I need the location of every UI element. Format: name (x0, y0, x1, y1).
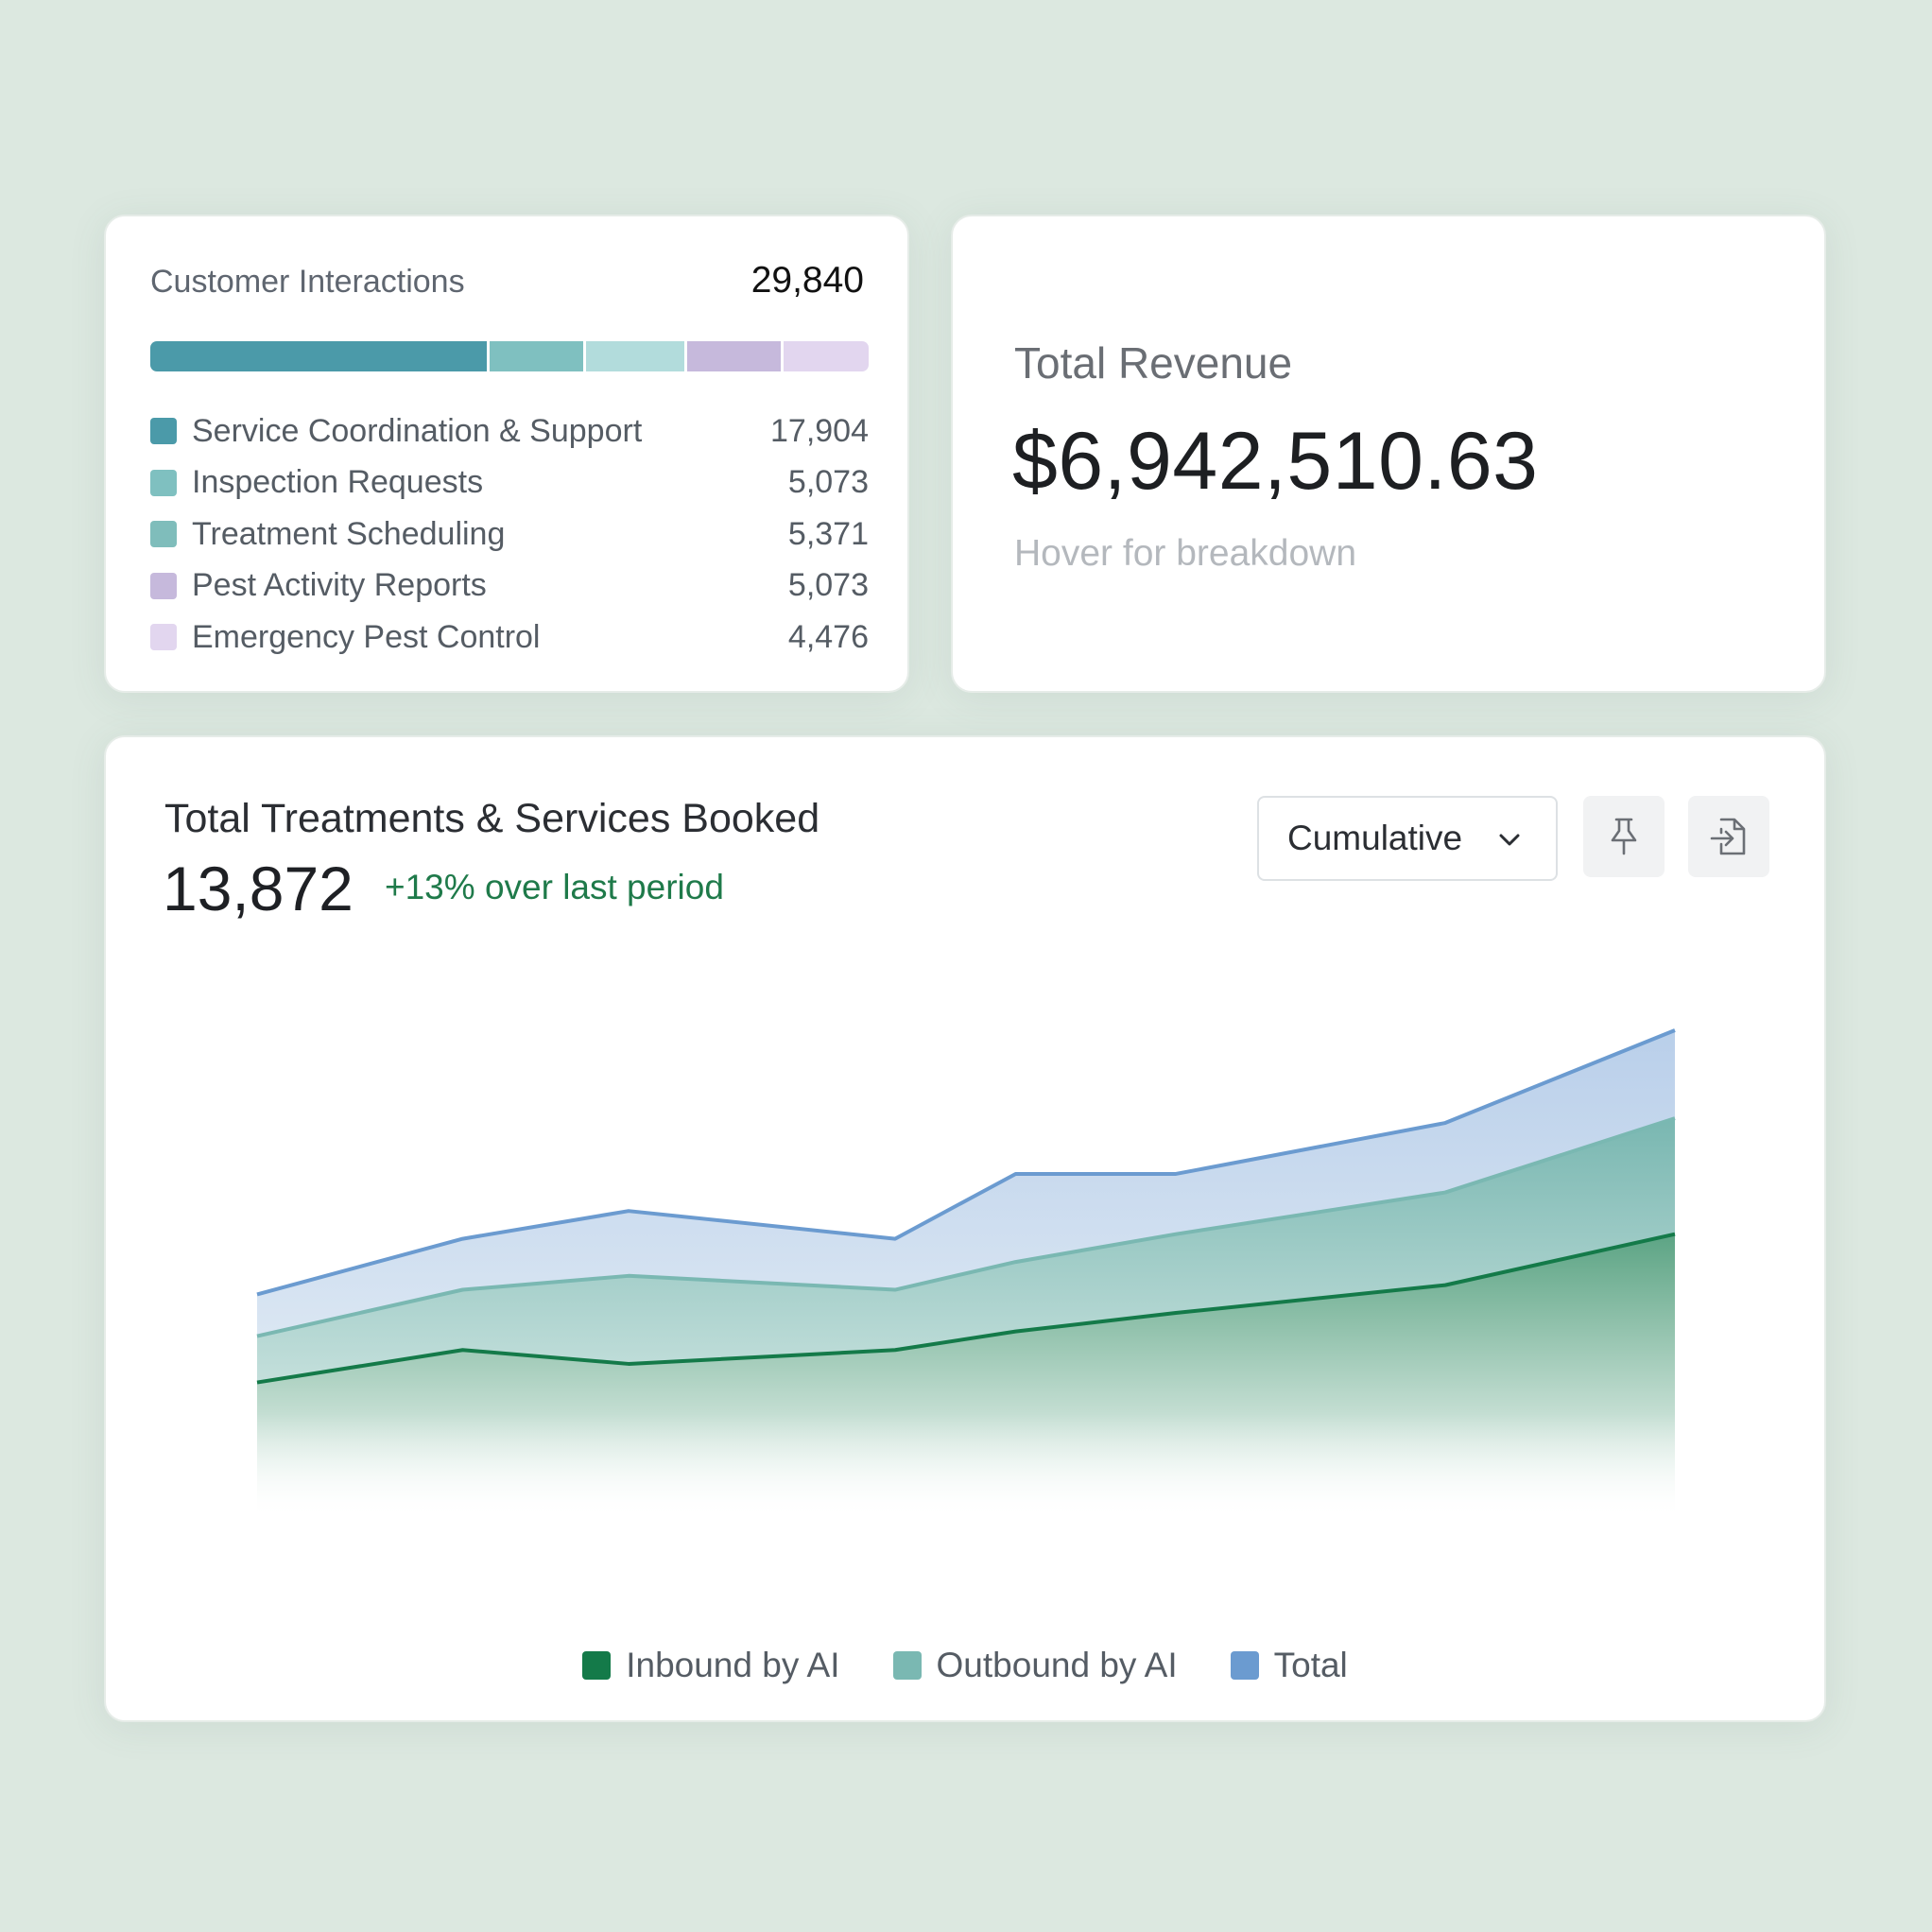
interactions-bar-segment[interactable] (150, 341, 491, 371)
treatments-change-indicator: +13% over last period (385, 868, 724, 906)
legend-item-outbound-by-ai[interactable]: Outbound by AI (892, 1645, 1178, 1686)
interaction-category-item: Inspection Requests 5,073 (150, 457, 869, 509)
line-total[interactable] (256, 1028, 1676, 1297)
legend-label: Inbound by AI (626, 1646, 840, 1684)
file-export-icon (1710, 818, 1746, 855)
category-label: Treatment Scheduling (192, 515, 506, 552)
interaction-category-item: Emergency Pest Control 4,476 (150, 612, 869, 664)
customer-interactions-total: 29,840 (750, 260, 864, 301)
interaction-category-item: Service Coordination & Support 17,904 (150, 405, 869, 457)
aggregation-dropdown[interactable]: Cumulative (1257, 796, 1558, 881)
category-label: Emergency Pest Control (192, 618, 541, 655)
category-color-swatch (150, 418, 177, 445)
interactions-breakdown-bar[interactable] (150, 341, 869, 371)
category-color-swatch (150, 521, 177, 548)
total-revenue-card[interactable]: Total Revenue $6,942,510.63 Hover for br… (951, 215, 1826, 693)
legend-swatch (892, 1651, 922, 1680)
category-color-swatch (150, 572, 177, 599)
treatments-area-chart[interactable] (106, 737, 1824, 1720)
legend-item-total[interactable]: Total (1230, 1645, 1348, 1686)
category-value: 5,073 (787, 567, 869, 604)
interactions-bar-segment[interactable] (490, 341, 586, 371)
category-value: 5,371 (787, 515, 869, 552)
export-button[interactable] (1688, 796, 1769, 877)
category-value: 5,073 (787, 464, 869, 501)
category-label: Inspection Requests (192, 464, 484, 501)
total-revenue-value: $6,942,510.63 (1012, 416, 1539, 507)
treatments-total-value: 13,872 (163, 854, 354, 923)
interactions-bar-segment[interactable] (687, 341, 785, 371)
chart-bottom-fade (255, 1413, 1677, 1522)
category-color-swatch (150, 469, 177, 496)
chevron-down-icon (1499, 834, 1520, 846)
category-value: 4,476 (787, 618, 869, 655)
treatments-title: Total Treatments & Services Booked (164, 796, 820, 841)
chart-lines (256, 1028, 1676, 1385)
interactions-bar-segment[interactable] (585, 341, 688, 371)
category-label: Service Coordination & Support (192, 412, 643, 449)
legend-item-inbound-by-ai[interactable]: Inbound by AI (582, 1645, 840, 1686)
legend-label: Total (1273, 1646, 1348, 1684)
customer-interactions-card: Customer Interactions 29,840 Service Coo… (104, 215, 909, 693)
chart-areas (255, 1030, 1677, 1522)
interactions-bar-segment[interactable] (784, 341, 869, 371)
legend-swatch (1230, 1651, 1259, 1680)
legend-label: Outbound by AI (936, 1646, 1178, 1684)
customer-interactions-title: Customer Interactions (150, 264, 465, 300)
aggregation-dropdown-value: Cumulative (1287, 819, 1463, 857)
pin-button[interactable] (1583, 796, 1665, 877)
line-outbound-by-ai[interactable] (256, 1116, 1676, 1338)
category-label: Pest Activity Reports (192, 567, 487, 604)
total-revenue-title: Total Revenue (1014, 338, 1293, 388)
category-value: 17,904 (770, 412, 869, 449)
legend-swatch (582, 1651, 612, 1680)
interaction-category-item: Treatment Scheduling 5,371 (150, 509, 869, 561)
category-color-swatch (150, 624, 177, 651)
revenue-hover-hint: Hover for breakdown (1014, 533, 1357, 574)
pin-icon (1611, 818, 1637, 855)
interactions-legend-list: Service Coordination & Support 17,904 Insp… (150, 405, 869, 664)
line-inbound-by-ai[interactable] (256, 1232, 1676, 1385)
interaction-category-item: Pest Activity Reports 5,073 (150, 561, 869, 612)
treatments-chart-card: Total Treatments & Services Booked 13,87… (104, 735, 1826, 1722)
chart-legend: Inbound by AI Outbound by AI Total (106, 1645, 1824, 1686)
